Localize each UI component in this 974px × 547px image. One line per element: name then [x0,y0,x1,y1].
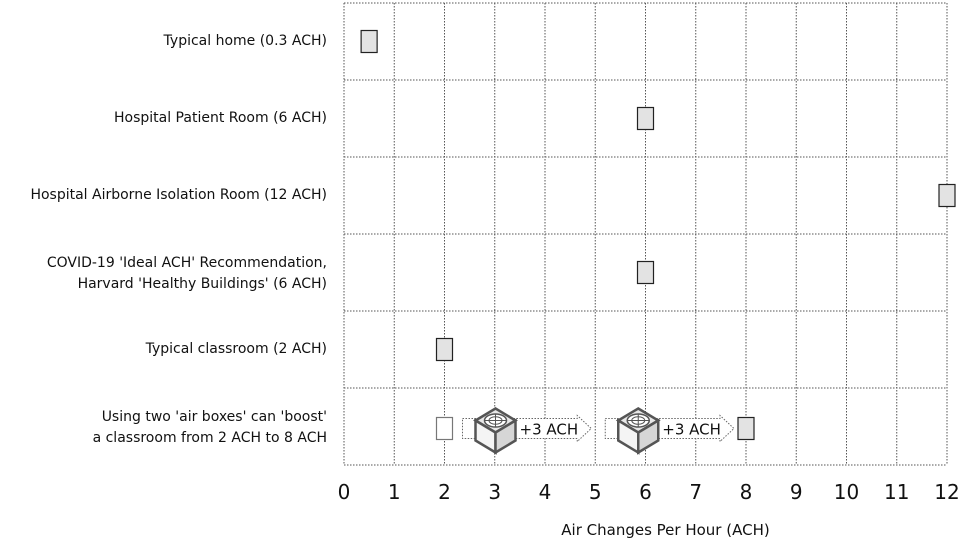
x-tick-label: 2 [438,480,451,504]
chart-grid [343,2,948,466]
boost-step-label: +3 ACH [662,421,721,439]
category-label-line: Harvard 'Healthy Buildings' (6 ACH) [77,275,327,292]
boost-start-marker [435,416,454,441]
x-tick-label: 7 [689,480,702,504]
category-label-line: Using two 'air boxes' can 'boost' [101,408,327,425]
category-label: Typical home (0.3 ACH) [0,31,327,52]
air-box-icon [473,407,518,455]
x-tick-label: 11 [884,480,909,504]
data-marker [636,106,655,131]
x-tick-label: 10 [834,480,859,504]
category-label: Hospital Patient Room (6 ACH) [0,108,327,129]
x-tick-label: 5 [589,480,602,504]
category-label: Typical classroom (2 ACH) [0,339,327,360]
x-tick-label: 8 [740,480,753,504]
category-label-line: Hospital Patient Room (6 ACH) [113,110,327,126]
x-tick-label: 9 [790,480,803,504]
x-tick-label: 6 [639,480,652,504]
boost-step-label: +3 ACH [520,421,579,439]
data-marker [636,260,655,285]
x-axis-ticks: 0 1 2 3 4 5 6 7 8 9 10 11 12 [338,480,960,504]
x-tick-label: 0 [338,480,351,504]
category-label: COVID-19 'Ideal ACH' Recommendation, Harv… [0,253,327,295]
category-label-line: Typical classroom (2 ACH) [145,341,327,357]
x-tick-label: 3 [488,480,501,504]
boost-illustration: +3 ACH +3 ACH [435,407,735,455]
category-label: Using two 'air boxes' can 'boost' a class… [0,407,327,449]
data-marker [737,416,755,441]
x-axis-title: Air Changes Per Hour (ACH) [561,521,769,539]
x-tick-label: 1 [388,480,401,504]
category-label: Hospital Airborne Isolation Room (12 ACH… [0,185,327,206]
category-label-line: COVID-19 'Ideal ACH' Recommendation, [46,254,327,271]
x-tick-label: 12 [934,480,959,504]
chart-markers [360,29,956,441]
air-box-icon [615,407,661,455]
category-label-line: Hospital Airborne Isolation Room (12 ACH… [30,187,327,203]
data-marker [360,29,378,54]
data-marker [938,183,956,208]
x-tick-label: 4 [539,480,552,504]
category-label-line: Typical home (0.3 ACH) [163,33,327,49]
category-label-line: a classroom from 2 ACH to 8 ACH [92,429,327,446]
data-marker [435,337,454,362]
